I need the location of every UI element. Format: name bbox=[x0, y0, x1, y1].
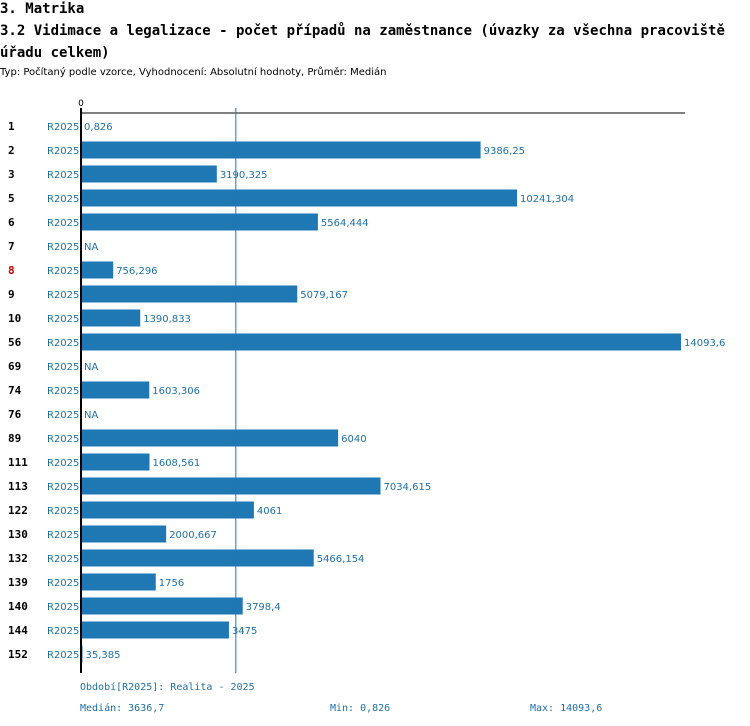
bar bbox=[81, 285, 298, 303]
period-label: R2025 bbox=[47, 314, 79, 325]
period-label: R2025 bbox=[47, 434, 79, 445]
bar bbox=[81, 309, 141, 327]
data-label: 7034,615 bbox=[383, 482, 431, 493]
period-label: R2025 bbox=[47, 362, 79, 373]
period-label: R2025 bbox=[47, 290, 79, 301]
bar bbox=[81, 573, 156, 591]
bar bbox=[81, 165, 217, 183]
data-label: 0,826 bbox=[84, 122, 113, 133]
category-label: 56 bbox=[8, 336, 22, 349]
period-label: R2025 bbox=[47, 626, 79, 637]
footer-max: Max: 14093,6 bbox=[530, 703, 603, 714]
category-label: 2 bbox=[8, 144, 15, 157]
category-label: 139 bbox=[8, 576, 28, 589]
category-label: 69 bbox=[8, 360, 21, 373]
period-label: R2025 bbox=[47, 194, 79, 205]
bar bbox=[81, 333, 681, 351]
bar bbox=[81, 549, 314, 567]
category-label: 5 bbox=[8, 192, 15, 205]
data-label: 9386,25 bbox=[484, 146, 525, 157]
data-label: 2000,667 bbox=[169, 530, 217, 541]
bar bbox=[81, 525, 167, 543]
category-label: 140 bbox=[8, 600, 28, 613]
footer-median: Medián: 3636,7 bbox=[80, 703, 165, 714]
period-label: R2025 bbox=[47, 146, 79, 157]
category-label: 130 bbox=[8, 528, 28, 541]
period-label: R2025 bbox=[47, 458, 79, 469]
bar-chart: 0 1 R2025 0,826 2 R2025 9386,25 3 R2025 3190,325 5… bbox=[8, 99, 725, 673]
category-label: 113 bbox=[8, 480, 28, 493]
data-label: 35,385 bbox=[86, 650, 121, 661]
data-label: 1756 bbox=[159, 578, 184, 589]
period-label: R2025 bbox=[47, 554, 79, 565]
category-label: 89 bbox=[8, 432, 21, 445]
category-label: 74 bbox=[8, 384, 22, 397]
period-label: R2025 bbox=[47, 122, 79, 133]
period-label: R2025 bbox=[47, 218, 79, 229]
period-label: R2025 bbox=[47, 650, 79, 661]
period-label: R2025 bbox=[47, 410, 79, 421]
period-label: R2025 bbox=[47, 266, 79, 277]
data-label: 6040 bbox=[341, 434, 366, 445]
data-label: 5466,154 bbox=[317, 554, 365, 565]
period-label: R2025 bbox=[47, 170, 79, 181]
category-label: 76 bbox=[8, 408, 22, 421]
bar bbox=[81, 189, 517, 207]
data-label: NA bbox=[84, 362, 98, 373]
bar bbox=[81, 597, 243, 615]
bar bbox=[81, 381, 150, 399]
bar bbox=[81, 477, 381, 495]
bar bbox=[81, 501, 254, 519]
data-label: 10241,304 bbox=[520, 194, 574, 205]
period-label: R2025 bbox=[47, 386, 79, 397]
data-label: 5079,167 bbox=[300, 290, 348, 301]
bar bbox=[81, 453, 150, 471]
data-label: 14093,6 bbox=[684, 338, 725, 349]
category-label: 111 bbox=[8, 456, 28, 469]
axis-zero-label: 0 bbox=[78, 99, 84, 109]
period-label: R2025 bbox=[47, 530, 79, 541]
data-label: 5564,444 bbox=[321, 218, 369, 229]
period-label: R2025 bbox=[47, 602, 79, 613]
data-label: NA bbox=[84, 410, 98, 421]
category-label: 152 bbox=[8, 648, 28, 661]
category-label: 122 bbox=[8, 504, 28, 517]
data-label: 3190,325 bbox=[220, 170, 268, 181]
bar bbox=[81, 261, 114, 279]
category-label: 144 bbox=[8, 624, 28, 637]
period-label: R2025 bbox=[47, 578, 79, 589]
period-label: R2025 bbox=[47, 338, 79, 349]
data-label: 3798,4 bbox=[246, 602, 281, 613]
data-label: 756,296 bbox=[116, 266, 157, 277]
section-heading: 3. Matrika bbox=[0, 1, 85, 17]
data-label: NA bbox=[84, 242, 98, 253]
data-label: 3475 bbox=[232, 626, 257, 637]
data-label: 4061 bbox=[257, 506, 282, 517]
category-label: 10 bbox=[8, 312, 21, 325]
bar bbox=[81, 429, 339, 447]
category-label: 8 bbox=[8, 264, 15, 277]
category-label: 3 bbox=[8, 168, 15, 181]
category-label: 6 bbox=[8, 216, 15, 229]
category-label: 132 bbox=[8, 552, 28, 565]
data-label: 1603,306 bbox=[152, 386, 200, 397]
period-label: R2025 bbox=[47, 482, 79, 493]
bar bbox=[81, 213, 318, 231]
chart-title: 3.2 Vidimace a legalizace - počet případ… bbox=[0, 23, 725, 61]
category-label: 7 bbox=[8, 240, 15, 253]
footer-period: Období[R2025]: Realita - 2025 bbox=[80, 682, 255, 693]
chart-subtitle: Typ: Počítaný podle vzorce, Vyhodnocení:… bbox=[0, 67, 387, 78]
bar bbox=[81, 621, 229, 639]
data-label: 1608,561 bbox=[152, 458, 200, 469]
footer-min: Min: 0,826 bbox=[330, 703, 391, 714]
data-label: 1390,833 bbox=[143, 314, 191, 325]
category-label: 1 bbox=[8, 120, 15, 133]
category-label: 9 bbox=[8, 288, 15, 301]
period-label: R2025 bbox=[47, 506, 79, 517]
bar bbox=[81, 141, 481, 159]
period-label: R2025 bbox=[47, 242, 79, 253]
